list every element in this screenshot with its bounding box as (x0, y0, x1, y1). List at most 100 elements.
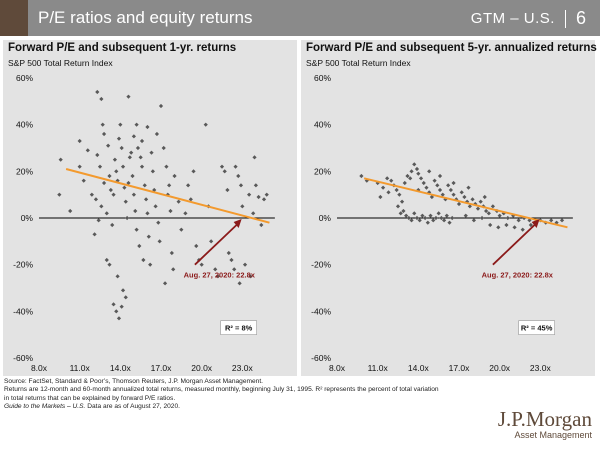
data-point (92, 232, 97, 237)
data-point (171, 267, 176, 272)
data-point (233, 164, 238, 169)
slide-header: P/E ratios and equity returns GTM – U.S.… (0, 0, 600, 36)
data-point (439, 215, 444, 221)
data-point (97, 164, 103, 169)
data-point (133, 208, 138, 214)
data-point (479, 215, 485, 221)
data-point (427, 169, 432, 174)
x-tick-label: 8.0x (329, 363, 346, 373)
data-point (125, 215, 130, 221)
data-point (131, 192, 136, 197)
data-point (394, 187, 399, 193)
data-point (57, 192, 62, 197)
data-point (436, 211, 441, 216)
data-point (139, 138, 145, 144)
data-point (167, 183, 172, 188)
data-point (176, 199, 181, 204)
data-point (226, 250, 231, 256)
data-point (186, 183, 191, 188)
y-tick-label: -40% (13, 306, 33, 316)
data-point (194, 243, 199, 249)
data-point (95, 152, 100, 158)
data-point (484, 208, 489, 214)
data-point (253, 183, 258, 188)
y-tick-label: -60% (311, 353, 331, 363)
scatter-chart-1yr: -60% -40% -20% 0% 20% 40% 60% 8.0x 11.0x 14.0x 17.… (13, 73, 275, 373)
data-point (219, 164, 225, 169)
data-point (161, 145, 166, 151)
asof-date: Data are as of August 27, 2020. (85, 403, 180, 411)
data-point (520, 227, 525, 232)
data-point (111, 192, 116, 197)
data-point (179, 227, 184, 232)
arrow-head (531, 219, 540, 228)
data-point (441, 218, 447, 223)
y-tick-label: -40% (311, 306, 331, 316)
data-point (437, 173, 443, 179)
data-point (401, 208, 406, 214)
data-point (137, 243, 142, 249)
data-point (240, 204, 245, 209)
data-point (482, 194, 487, 200)
x-tick-label: 17.0x (151, 363, 173, 373)
data-point (93, 197, 99, 202)
data-point (386, 190, 391, 195)
data-point (459, 190, 464, 195)
x-tick-label: 14.0x (110, 363, 132, 373)
data-point (497, 213, 502, 218)
data-point (471, 218, 477, 223)
data-point (119, 304, 124, 309)
data-point (139, 164, 145, 169)
data-point (126, 180, 131, 186)
data-point (435, 183, 440, 188)
data-point (463, 213, 468, 218)
data-point (141, 257, 146, 263)
data-point (164, 164, 169, 169)
data-point (134, 122, 139, 127)
data-point (408, 176, 413, 181)
data-point (440, 192, 445, 197)
data-point (120, 164, 126, 169)
chart-panel-5yr: Forward P/E and subsequent 5-yr. annuali… (301, 40, 597, 376)
data-point (504, 222, 509, 228)
x-tick-label: 23.0x (232, 363, 254, 373)
data-point (123, 199, 128, 204)
data-point (447, 220, 452, 225)
data-point (153, 204, 158, 209)
data-point (414, 166, 420, 172)
data-point (116, 316, 122, 321)
y-tick-label: -20% (311, 260, 331, 270)
data-point (444, 213, 449, 218)
data-point (450, 215, 455, 221)
y-tick-label: 20% (314, 166, 331, 176)
data-point (99, 204, 104, 209)
data-point (146, 234, 151, 239)
data-point (404, 213, 409, 218)
data-point (359, 173, 364, 179)
data-point (256, 194, 261, 200)
y-tick-label: 60% (314, 73, 331, 83)
data-point (114, 309, 119, 314)
data-point (95, 89, 100, 95)
y-tick-label: 40% (16, 120, 33, 130)
data-point (252, 155, 257, 160)
x-tick-label: 11.0x (70, 363, 91, 373)
data-point (101, 131, 107, 137)
data-point (110, 222, 115, 228)
data-point (264, 192, 269, 197)
jpmorgan-logo: J.P.Morgan Asset Management (498, 408, 592, 441)
guide-name: Guide to the Markets – U.S. (4, 403, 86, 411)
data-point (402, 180, 407, 186)
y-tick-label: 0% (319, 213, 332, 223)
data-point (456, 201, 462, 207)
data-point (58, 157, 63, 162)
footnote-method-cont: in total returns that can be explained b… (4, 394, 176, 402)
data-point (111, 302, 116, 307)
data-point (399, 199, 405, 204)
data-point (516, 218, 521, 223)
data-point (225, 187, 230, 193)
data-point (389, 178, 394, 183)
y-tick-label: 20% (16, 166, 33, 176)
chart-title: Forward P/E and subsequent 5-yr. annuali… (306, 42, 597, 54)
data-point (123, 295, 128, 300)
